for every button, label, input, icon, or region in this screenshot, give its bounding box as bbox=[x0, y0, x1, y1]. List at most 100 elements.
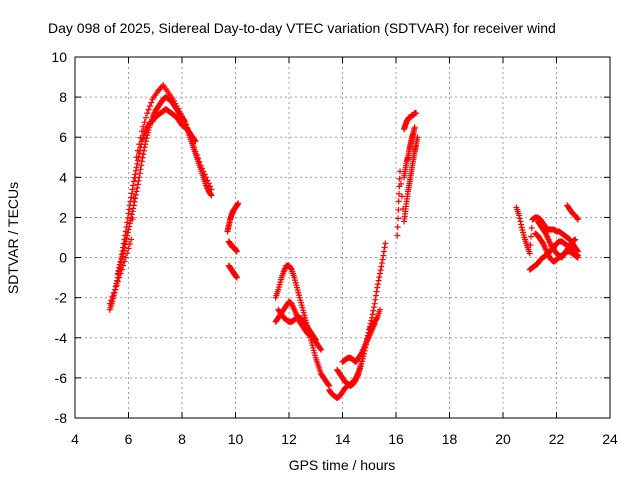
data-point bbox=[233, 248, 240, 255]
x-tick-label: 10 bbox=[228, 431, 244, 447]
y-tick-label: -8 bbox=[55, 410, 68, 426]
data-point bbox=[131, 174, 138, 181]
data-point bbox=[119, 248, 126, 255]
series-arc-15 bbox=[534, 218, 579, 261]
y-tick-label: -4 bbox=[55, 330, 68, 346]
x-tick-label: 22 bbox=[549, 431, 565, 447]
data-point bbox=[113, 282, 120, 289]
data-point bbox=[120, 244, 127, 251]
data-point bbox=[371, 300, 378, 307]
data-point bbox=[395, 198, 402, 205]
x-tick-label: 18 bbox=[442, 431, 458, 447]
data-point bbox=[200, 168, 207, 175]
data-point bbox=[208, 186, 215, 193]
data-point bbox=[114, 278, 121, 285]
data-point bbox=[572, 236, 579, 243]
data-point bbox=[411, 124, 418, 131]
data-point bbox=[371, 320, 378, 327]
series-arc-3 bbox=[114, 106, 199, 277]
x-tick-label: 12 bbox=[281, 431, 297, 447]
data-point bbox=[413, 110, 420, 117]
data-point bbox=[369, 311, 376, 318]
data-point bbox=[118, 255, 125, 262]
data-point bbox=[116, 264, 123, 271]
data-point bbox=[191, 144, 198, 151]
data-point bbox=[120, 262, 127, 269]
data-point bbox=[139, 154, 146, 161]
x-tick-label: 8 bbox=[178, 431, 186, 447]
data-point bbox=[396, 175, 403, 182]
data-point bbox=[132, 167, 139, 174]
series-arc-11 bbox=[394, 110, 421, 239]
data-point bbox=[116, 274, 123, 281]
data-point bbox=[192, 138, 199, 145]
data-point bbox=[135, 153, 142, 160]
data-point bbox=[143, 135, 150, 142]
data-point bbox=[374, 281, 381, 288]
data-point bbox=[399, 193, 406, 200]
data-point bbox=[373, 315, 380, 322]
data-point bbox=[109, 293, 116, 300]
data-point bbox=[130, 195, 137, 202]
data-point bbox=[126, 206, 133, 213]
data-point bbox=[414, 134, 421, 141]
series-arc-12 bbox=[513, 204, 581, 257]
data-point bbox=[395, 215, 402, 222]
data-point bbox=[129, 186, 136, 193]
data-point bbox=[132, 171, 139, 178]
data-point bbox=[528, 233, 535, 240]
data-point bbox=[124, 219, 131, 226]
data-point bbox=[380, 248, 387, 255]
data-point bbox=[235, 200, 242, 207]
series-arc-1 bbox=[106, 94, 215, 313]
data-point bbox=[127, 198, 134, 205]
data-point bbox=[312, 335, 319, 342]
data-point bbox=[137, 166, 144, 173]
data-point bbox=[134, 181, 141, 188]
data-point bbox=[112, 286, 119, 293]
data-point bbox=[124, 214, 131, 221]
chart-title: Day 098 of 2025, Sidereal Day-to-day VTE… bbox=[48, 20, 556, 36]
data-point bbox=[115, 267, 122, 274]
data-point bbox=[108, 297, 115, 304]
data-point bbox=[370, 307, 377, 314]
data-point bbox=[144, 110, 151, 117]
series-arc-9 bbox=[334, 306, 383, 389]
data-point bbox=[136, 170, 143, 177]
y-tick-label: 2 bbox=[59, 209, 67, 225]
data-point bbox=[378, 260, 385, 267]
data-point bbox=[396, 190, 403, 197]
data-point bbox=[372, 296, 379, 303]
data-point bbox=[128, 211, 135, 218]
data-point bbox=[137, 144, 144, 151]
y-tick-label: 4 bbox=[59, 169, 67, 185]
data-point bbox=[110, 290, 117, 297]
data-point bbox=[114, 277, 121, 284]
y-axis-label: SDTVAR / TECUs bbox=[5, 182, 21, 294]
x-axis-label: GPS time / hours bbox=[289, 457, 396, 473]
data-point bbox=[395, 206, 402, 213]
data-point bbox=[380, 252, 387, 259]
data-point bbox=[133, 188, 140, 195]
data-point bbox=[106, 300, 113, 307]
data-point bbox=[148, 99, 155, 106]
data-point bbox=[134, 160, 141, 167]
data-point bbox=[112, 283, 119, 290]
y-tick-label: -2 bbox=[55, 290, 68, 306]
data-point bbox=[528, 224, 535, 231]
data-point bbox=[518, 221, 525, 228]
x-tick-label: 20 bbox=[495, 431, 511, 447]
data-point bbox=[207, 183, 214, 190]
data-point bbox=[372, 292, 379, 299]
data-point bbox=[129, 208, 136, 215]
data-point bbox=[233, 274, 240, 281]
data-point bbox=[128, 236, 135, 243]
data-point bbox=[376, 270, 383, 277]
x-tick-label: 24 bbox=[602, 431, 618, 447]
data-point bbox=[195, 155, 202, 162]
data-point bbox=[394, 223, 401, 230]
data-point bbox=[376, 306, 383, 313]
data-point bbox=[201, 171, 208, 178]
data-point bbox=[140, 151, 147, 158]
data-point bbox=[125, 210, 132, 217]
